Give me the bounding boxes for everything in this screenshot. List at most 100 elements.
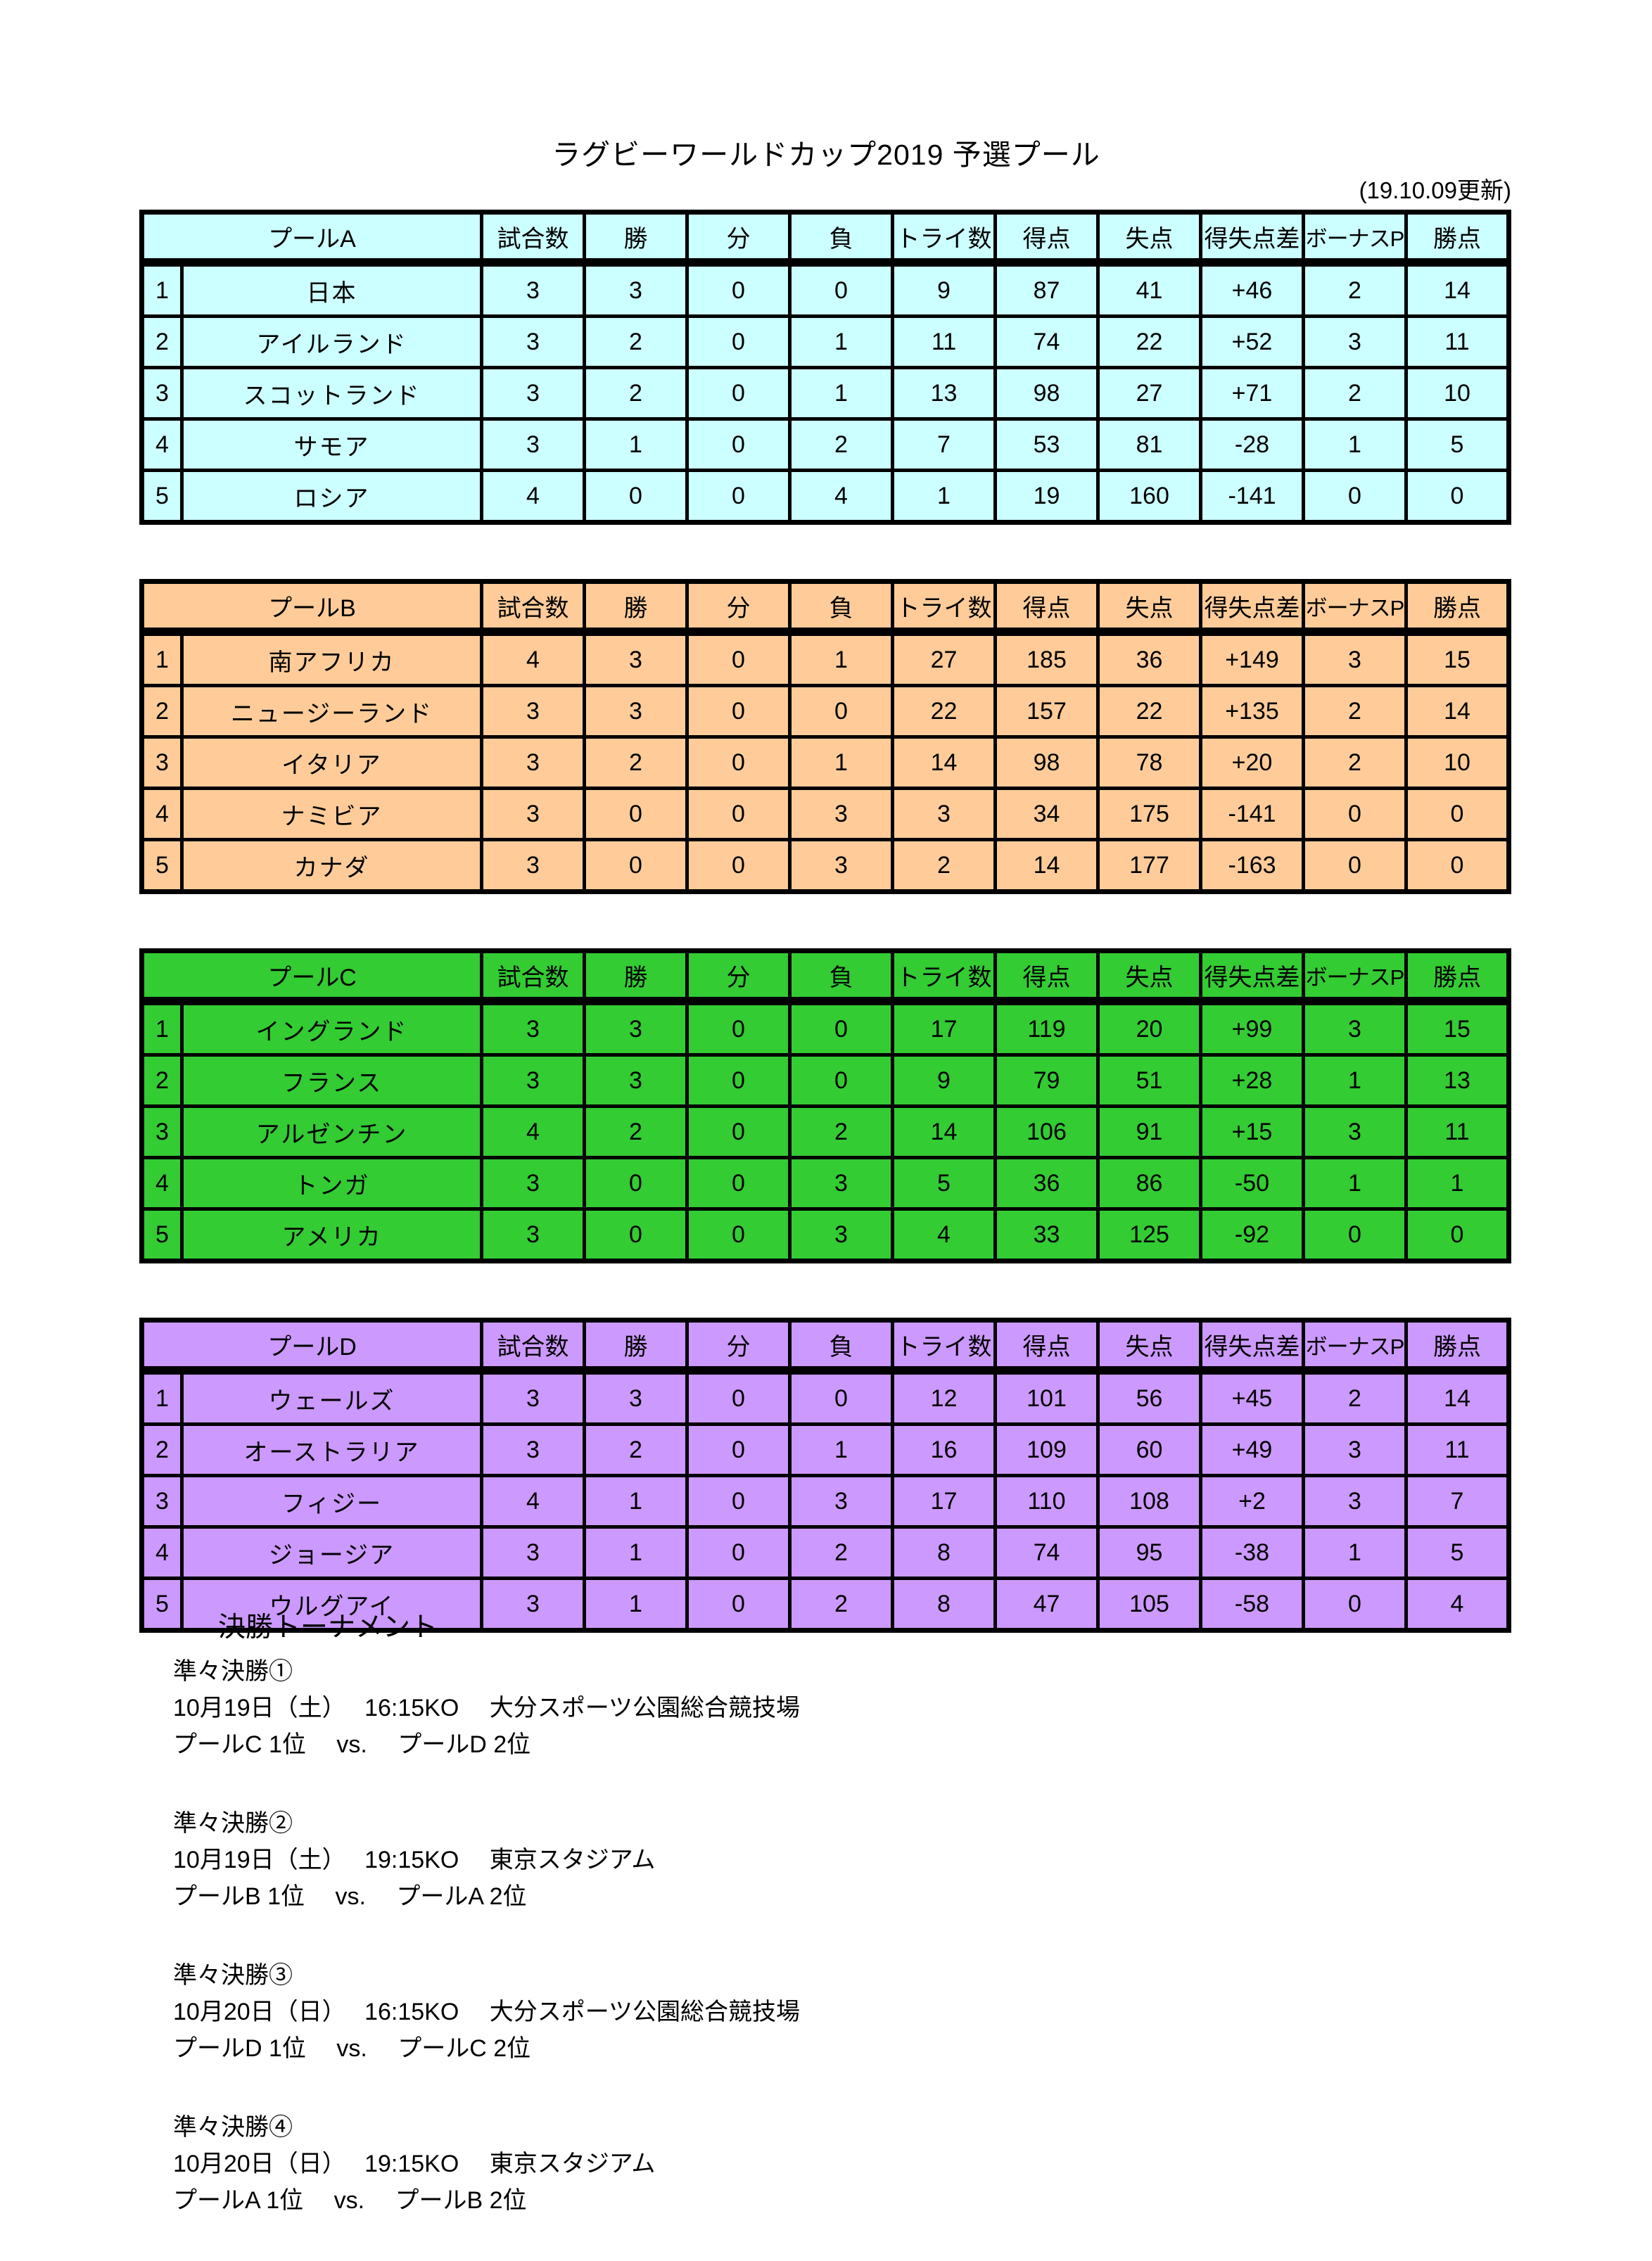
rank-cell: 4 xyxy=(140,1525,184,1580)
column-header-draws: 分 xyxy=(685,210,792,267)
quarterfinal-label: 準々決勝④ xyxy=(173,2114,293,2141)
pool-D-header-row: プールD 試合数勝分負トライ数 得点 失点 得失点差 ボーナスP 勝点 xyxy=(140,1318,1511,1375)
matches-cell: 3 xyxy=(480,1207,586,1263)
point-diff-cell: -28 xyxy=(1199,417,1305,472)
points-against-cell: 27 xyxy=(1096,366,1202,421)
point-diff-cell: +45 xyxy=(1199,1368,1305,1426)
column-header-point-diff: 得失点差 xyxy=(1199,580,1305,636)
rank-cell: 3 xyxy=(140,1104,184,1159)
bonus-points-cell: 3 xyxy=(1302,1474,1408,1529)
points-for-cell: 106 xyxy=(993,1104,1100,1159)
pool-B-row-3: 3 イタリア 3 2 0 1 14 98 78 +20 2 10 xyxy=(140,735,1511,790)
column-header-matches: 試合数 xyxy=(480,1318,586,1375)
rank-cell: 5 xyxy=(140,838,184,893)
column-header-points-against: 失点 xyxy=(1096,210,1202,267)
points-against-cell: 95 xyxy=(1096,1525,1202,1580)
matches-cell: 3 xyxy=(480,1156,586,1211)
points-against-cell: 108 xyxy=(1096,1474,1202,1529)
wins-cell: 2 xyxy=(583,314,689,369)
points-for-cell: 53 xyxy=(993,417,1100,472)
quarterfinal-schedule: 10月19日（土） 16:15KO 大分スポーツ公園総合競技場 xyxy=(173,1695,801,1721)
points-for-cell: 109 xyxy=(993,1422,1100,1477)
points-for-cell: 74 xyxy=(993,314,1100,369)
quarterfinal-label: 準々決勝① xyxy=(173,1658,293,1685)
points-against-cell: 22 xyxy=(1096,314,1202,369)
rank-cell: 1 xyxy=(140,1368,184,1426)
quarterfinal-fixture: プールC 1位 vs. プールD 2位 xyxy=(173,1731,531,1758)
pool-C-row-4: 4 トンガ 3 0 0 3 5 36 86 -50 1 1 xyxy=(140,1156,1511,1211)
column-header-wins: 勝 xyxy=(583,580,689,636)
points-against-cell: 160 xyxy=(1096,469,1202,524)
point-diff-cell: -141 xyxy=(1199,786,1305,841)
quarterfinal-fixture: プールB 1位 vs. プールA 2位 xyxy=(173,1883,527,1910)
update-note: (19.10.09更新) xyxy=(1359,177,1511,203)
team-name-cell: イングランド xyxy=(180,999,483,1057)
points-for-cell: 98 xyxy=(993,366,1100,421)
match-points-cell: 15 xyxy=(1404,630,1511,687)
draws-cell: 0 xyxy=(685,1474,792,1529)
bonus-points-cell: 1 xyxy=(1302,1156,1408,1211)
pool-A-row-1: 1 日本 3 3 0 0 9 87 41 +46 2 14 xyxy=(140,260,1511,318)
point-diff-cell: +46 xyxy=(1199,260,1305,318)
draws-cell: 0 xyxy=(685,417,792,472)
team-name-cell: アルゼンチン xyxy=(180,1104,483,1159)
team-name-cell: フランス xyxy=(180,1053,483,1108)
point-diff-cell: +135 xyxy=(1199,684,1305,739)
quarterfinal-label: 準々決勝③ xyxy=(173,1962,293,1989)
quarterfinal-schedule: 10月19日（土） 19:15KO 東京スタジアム xyxy=(173,1847,656,1873)
bonus-points-cell: 2 xyxy=(1302,684,1408,739)
column-header-wins: 勝 xyxy=(583,210,689,267)
pool-A-row-4: 4 サモア 3 1 0 2 7 53 81 -28 1 5 xyxy=(140,417,1511,472)
match-points-cell: 14 xyxy=(1404,1368,1511,1426)
bonus-points-cell: 2 xyxy=(1302,735,1408,790)
points-for-cell: 79 xyxy=(993,1053,1100,1108)
rank-cell: 3 xyxy=(140,366,184,421)
column-header-match-points: 勝点 xyxy=(1404,1318,1511,1375)
tries-cell: 4 xyxy=(891,1207,997,1263)
tries-cell: 17 xyxy=(891,1474,997,1529)
point-diff-cell: -141 xyxy=(1199,469,1305,524)
matches-cell: 3 xyxy=(480,999,586,1057)
match-points-cell: 15 xyxy=(1404,999,1511,1057)
points-for-cell: 47 xyxy=(993,1577,1100,1632)
team-name-cell: サモア xyxy=(180,417,483,472)
team-name-cell: ニュージーランド xyxy=(180,684,483,739)
losses-cell: 3 xyxy=(788,786,894,841)
quarterfinal-schedule: 10月20日（日） 19:15KO 東京スタジアム xyxy=(173,2151,656,2177)
draws-cell: 0 xyxy=(685,684,792,739)
pool-D-table: プールD 試合数勝分負トライ数 得点 失点 得失点差 ボーナスP 勝点 1 ウェールズ 3 3 0 0 1… xyxy=(139,1318,1511,1633)
tries-cell: 9 xyxy=(891,1053,997,1108)
matches-cell: 3 xyxy=(480,786,586,841)
losses-cell: 2 xyxy=(788,417,894,472)
losses-cell: 0 xyxy=(788,999,894,1057)
pool-C-table: プールC 試合数勝分負トライ数 得点 失点 得失点差 ボーナスP 勝点 1 イングランド 3 3 0 0… xyxy=(139,948,1511,1263)
match-points-cell: 5 xyxy=(1404,417,1511,472)
column-header-wins: 勝 xyxy=(583,949,689,1005)
tries-cell: 2 xyxy=(891,838,997,893)
point-diff-cell: +15 xyxy=(1199,1104,1305,1159)
column-header-tries: トライ数 xyxy=(891,1318,997,1375)
column-header-points-for: 得点 xyxy=(993,580,1100,636)
wins-cell: 0 xyxy=(583,838,689,893)
column-header-match-points: 勝点 xyxy=(1404,580,1511,636)
points-for-cell: 119 xyxy=(993,999,1100,1057)
matches-cell: 3 xyxy=(480,1422,586,1477)
wins-cell: 1 xyxy=(583,1474,689,1529)
wins-cell: 0 xyxy=(583,1207,689,1263)
bonus-points-cell: 3 xyxy=(1302,314,1408,369)
rank-cell: 4 xyxy=(140,1156,184,1211)
team-name-cell: イタリア xyxy=(180,735,483,790)
losses-cell: 1 xyxy=(788,1422,894,1477)
pool-C-row-3: 3 アルゼンチン 4 2 0 2 14 106 91 +15 3 11 xyxy=(140,1104,1511,1159)
pool-C-row-5: 5 アメリカ 3 0 0 3 4 33 125 -92 0 0 xyxy=(140,1207,1511,1263)
draws-cell: 0 xyxy=(685,314,792,369)
matches-cell: 3 xyxy=(480,1368,586,1426)
quarterfinal-block-4: 準々決勝④ 10月20日（日） 19:15KO 東京スタジアム プールA 1位 vs… xyxy=(173,2109,800,2219)
draws-cell: 0 xyxy=(685,630,792,687)
draws-cell: 0 xyxy=(685,1156,792,1211)
points-against-cell: 78 xyxy=(1096,735,1202,790)
quarterfinal-fixture: プールA 1位 vs. プールB 2位 xyxy=(173,2187,527,2214)
match-points-cell: 4 xyxy=(1404,1577,1511,1632)
points-against-cell: 125 xyxy=(1096,1207,1202,1263)
column-header-losses: 負 xyxy=(788,580,894,636)
